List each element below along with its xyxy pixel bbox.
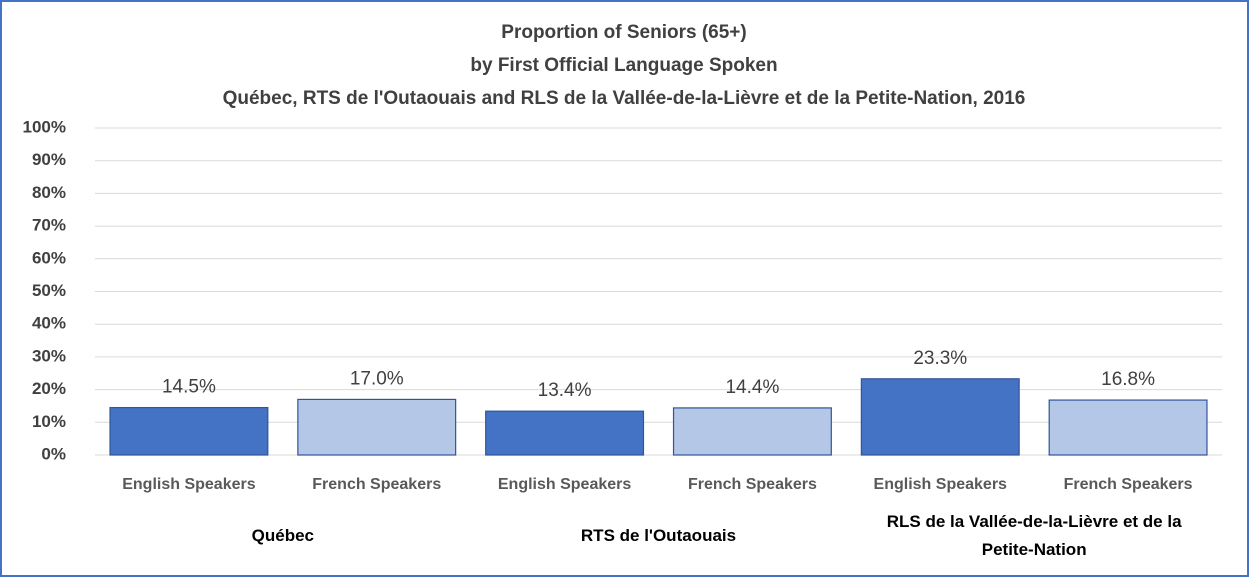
y-tick-label: 20%	[32, 379, 66, 398]
bar	[297, 398, 457, 456]
value-label: 14.4%	[725, 377, 779, 398]
y-tick-label: 60%	[32, 248, 66, 267]
bar	[1048, 399, 1208, 456]
chart-title: Proportion of Seniors (65+)	[501, 22, 746, 43]
x-tick-label: English Speakers	[874, 476, 1007, 493]
x-tick-label: French Speakers	[312, 476, 441, 493]
y-tick-label: 100%	[23, 117, 66, 136]
bar	[860, 378, 1020, 456]
y-tick-label: 30%	[32, 346, 66, 365]
value-label: 13.4%	[538, 380, 592, 401]
chart-subtitle: by First Official Language Spoken	[470, 55, 777, 76]
y-tick-label: 0%	[41, 444, 66, 463]
group-label: RTS de l'Outaouais	[580, 526, 737, 545]
y-tick-label: 90%	[32, 150, 66, 169]
value-label: 17.0%	[350, 368, 404, 389]
value-label: 23.3%	[913, 348, 967, 369]
y-tick-label: 70%	[32, 216, 66, 235]
bar	[109, 406, 269, 456]
x-tick-label: French Speakers	[688, 476, 817, 493]
value-label: 16.8%	[1101, 369, 1155, 390]
x-tick-label: French Speakers	[1064, 476, 1193, 493]
y-tick-label: 80%	[32, 183, 66, 202]
value-label: 14.5%	[162, 377, 216, 398]
y-tick-label: 40%	[32, 314, 66, 333]
group-label: Québec	[251, 526, 314, 545]
x-tick-label: English Speakers	[122, 476, 255, 493]
bar	[485, 410, 645, 456]
y-tick-label: 50%	[32, 281, 66, 300]
chart-subtitle: Québec, RTS de l'Outaouais and RLS de la…	[223, 88, 1026, 109]
y-tick-label: 10%	[32, 412, 66, 431]
x-tick-label: English Speakers	[498, 476, 631, 493]
group-label: RLS de la Vallée-de-la-Lièvre et de la P…	[886, 512, 1182, 559]
bar	[672, 407, 832, 456]
